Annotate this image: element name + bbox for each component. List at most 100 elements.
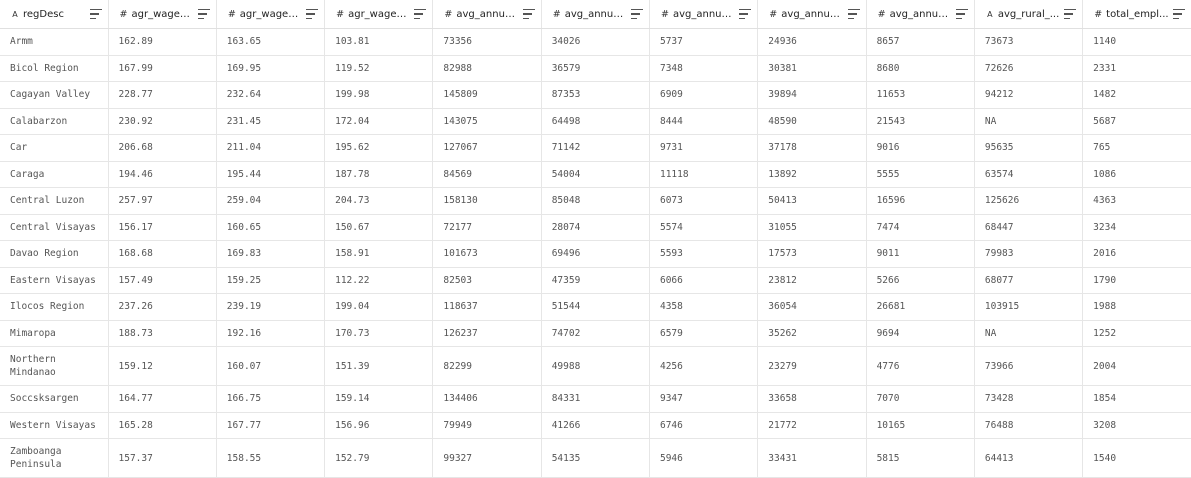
table-cell[interactable]: 119.52 bbox=[324, 55, 434, 82]
table-cell[interactable]: 257.97 bbox=[108, 187, 217, 215]
table-row[interactable]: Car 206.68 211.04 195.62 127067 71142 9731 3717… bbox=[0, 134, 1191, 162]
table-cell[interactable]: 204.73 bbox=[324, 187, 434, 215]
table-cell[interactable]: 23279 bbox=[757, 346, 867, 386]
table-cell[interactable]: 33658 bbox=[757, 385, 867, 413]
column-menu-icon[interactable] bbox=[197, 9, 210, 19]
table-cell[interactable]: 82299 bbox=[432, 346, 542, 386]
table-cell[interactable]: 54135 bbox=[541, 438, 650, 478]
table-cell[interactable]: 195.44 bbox=[216, 161, 326, 188]
table-cell[interactable]: 6909 bbox=[649, 81, 759, 109]
table-cell[interactable]: 28074 bbox=[541, 214, 650, 241]
table-row[interactable]: Soccsksargen 164.77 166.75 159.14 134406 8433… bbox=[0, 385, 1191, 413]
table-cell[interactable]: 76488 bbox=[974, 412, 1084, 439]
table-cell[interactable]: 158.91 bbox=[324, 240, 434, 268]
table-row[interactable]: Calabarzon 230.92 231.45 172.04 143075 64498 8… bbox=[0, 108, 1191, 135]
table-cell[interactable]: 72177 bbox=[432, 214, 542, 241]
table-cell[interactable]: 103915 bbox=[974, 293, 1084, 321]
table-cell[interactable]: 79949 bbox=[432, 412, 542, 439]
table-cell[interactable]: 8680 bbox=[866, 55, 975, 82]
table-cell[interactable]: 259.04 bbox=[216, 187, 326, 215]
table-cell[interactable]: 4256 bbox=[649, 346, 759, 386]
table-cell[interactable]: 79983 bbox=[974, 240, 1084, 268]
table-cell[interactable]: 36054 bbox=[757, 293, 867, 321]
table-cell[interactable]: 211.04 bbox=[216, 134, 326, 162]
table-cell[interactable]: 160.65 bbox=[216, 214, 326, 241]
region-cell[interactable]: Mimaropa bbox=[0, 320, 109, 347]
table-cell[interactable]: 2004 bbox=[1082, 346, 1191, 386]
table-cell[interactable]: 63574 bbox=[974, 161, 1084, 188]
table-cell[interactable]: 127067 bbox=[432, 134, 542, 162]
column-menu-icon[interactable] bbox=[306, 9, 319, 19]
table-cell[interactable]: 1988 bbox=[1082, 293, 1191, 321]
table-cell[interactable]: 5687 bbox=[1082, 108, 1191, 135]
region-cell[interactable]: Northern Mindanao bbox=[0, 346, 109, 386]
table-cell[interactable]: 157.49 bbox=[108, 267, 217, 294]
table-cell[interactable]: 169.83 bbox=[216, 240, 326, 268]
table-cell[interactable]: 4358 bbox=[649, 293, 759, 321]
table-cell[interactable]: 1854 bbox=[1082, 385, 1191, 413]
table-cell[interactable]: 1086 bbox=[1082, 161, 1191, 188]
table-cell[interactable]: 85048 bbox=[541, 187, 650, 215]
table-cell[interactable]: 2016 bbox=[1082, 240, 1191, 268]
table-cell[interactable]: 4776 bbox=[866, 346, 975, 386]
region-cell[interactable]: Calabarzon bbox=[0, 108, 109, 135]
table-cell[interactable]: 31055 bbox=[757, 214, 867, 241]
table-cell[interactable]: NA bbox=[974, 320, 1084, 347]
table-cell[interactable]: 64413 bbox=[974, 438, 1084, 478]
table-row[interactable]: Ilocos Region 237.26 239.19 199.04 118637 515… bbox=[0, 293, 1191, 321]
table-cell[interactable]: 159.12 bbox=[108, 346, 217, 386]
table-cell[interactable]: 7348 bbox=[649, 55, 759, 82]
table-cell[interactable]: 150.67 bbox=[324, 214, 434, 241]
table-cell[interactable]: 24936 bbox=[757, 28, 867, 56]
table-cell[interactable]: 152.79 bbox=[324, 438, 434, 478]
table-cell[interactable]: 162.89 bbox=[108, 28, 217, 56]
table-cell[interactable]: 6579 bbox=[649, 320, 759, 347]
table-cell[interactable]: 64498 bbox=[541, 108, 650, 135]
table-cell[interactable]: 199.04 bbox=[324, 293, 434, 321]
table-cell[interactable]: 5266 bbox=[866, 267, 975, 294]
table-cell[interactable]: 50413 bbox=[757, 187, 867, 215]
table-cell[interactable]: 37178 bbox=[757, 134, 867, 162]
table-cell[interactable]: 72626 bbox=[974, 55, 1084, 82]
column-header[interactable]: # avg_annua... bbox=[649, 0, 759, 29]
table-cell[interactable]: 765 bbox=[1082, 134, 1191, 162]
table-cell[interactable]: 101673 bbox=[432, 240, 542, 268]
table-row[interactable]: Northern Mindanao 159.12 160.07 151.39 82299… bbox=[0, 346, 1191, 386]
table-cell[interactable]: 158130 bbox=[432, 187, 542, 215]
table-cell[interactable]: 7474 bbox=[866, 214, 975, 241]
table-cell[interactable]: 23812 bbox=[757, 267, 867, 294]
table-cell[interactable]: 163.65 bbox=[216, 28, 326, 56]
table-cell[interactable]: 232.64 bbox=[216, 81, 326, 109]
table-row[interactable]: Caraga 194.46 195.44 187.78 84569 54004 11118 1… bbox=[0, 161, 1191, 188]
table-cell[interactable]: 73966 bbox=[974, 346, 1084, 386]
table-cell[interactable]: 228.77 bbox=[108, 81, 217, 109]
table-cell[interactable]: 4363 bbox=[1082, 187, 1191, 215]
table-cell[interactable]: 9694 bbox=[866, 320, 975, 347]
table-cell[interactable]: 21772 bbox=[757, 412, 867, 439]
table-cell[interactable]: 3234 bbox=[1082, 214, 1191, 241]
table-cell[interactable]: 143075 bbox=[432, 108, 542, 135]
table-row[interactable]: Cagayan Valley 228.77 232.64 199.98 145809 87… bbox=[0, 81, 1191, 109]
column-header[interactable]: # avg_annua... bbox=[757, 0, 867, 29]
table-cell[interactable]: 9347 bbox=[649, 385, 759, 413]
table-cell[interactable]: 6746 bbox=[649, 412, 759, 439]
table-cell[interactable]: 3208 bbox=[1082, 412, 1191, 439]
table-cell[interactable]: 2331 bbox=[1082, 55, 1191, 82]
table-cell[interactable]: 167.99 bbox=[108, 55, 217, 82]
table-cell[interactable]: 134406 bbox=[432, 385, 542, 413]
table-cell[interactable]: 68447 bbox=[974, 214, 1084, 241]
table-cell[interactable]: 160.07 bbox=[216, 346, 326, 386]
table-cell[interactable]: 73356 bbox=[432, 28, 542, 56]
column-header[interactable]: # agr_wage_... bbox=[108, 0, 217, 29]
column-header[interactable]: # avg_annua... bbox=[541, 0, 650, 29]
column-menu-icon[interactable] bbox=[739, 9, 752, 19]
region-cell[interactable]: Zamboanga Peninsula bbox=[0, 438, 109, 478]
table-cell[interactable]: 16596 bbox=[866, 187, 975, 215]
column-header[interactable]: # total_empl... bbox=[1082, 0, 1191, 29]
table-row[interactable]: Central Visayas 156.17 160.65 150.67 72177 28… bbox=[0, 214, 1191, 241]
table-cell[interactable]: 73428 bbox=[974, 385, 1084, 413]
column-header[interactable]: # agr_wage_... bbox=[216, 0, 326, 29]
table-cell[interactable]: 13892 bbox=[757, 161, 867, 188]
